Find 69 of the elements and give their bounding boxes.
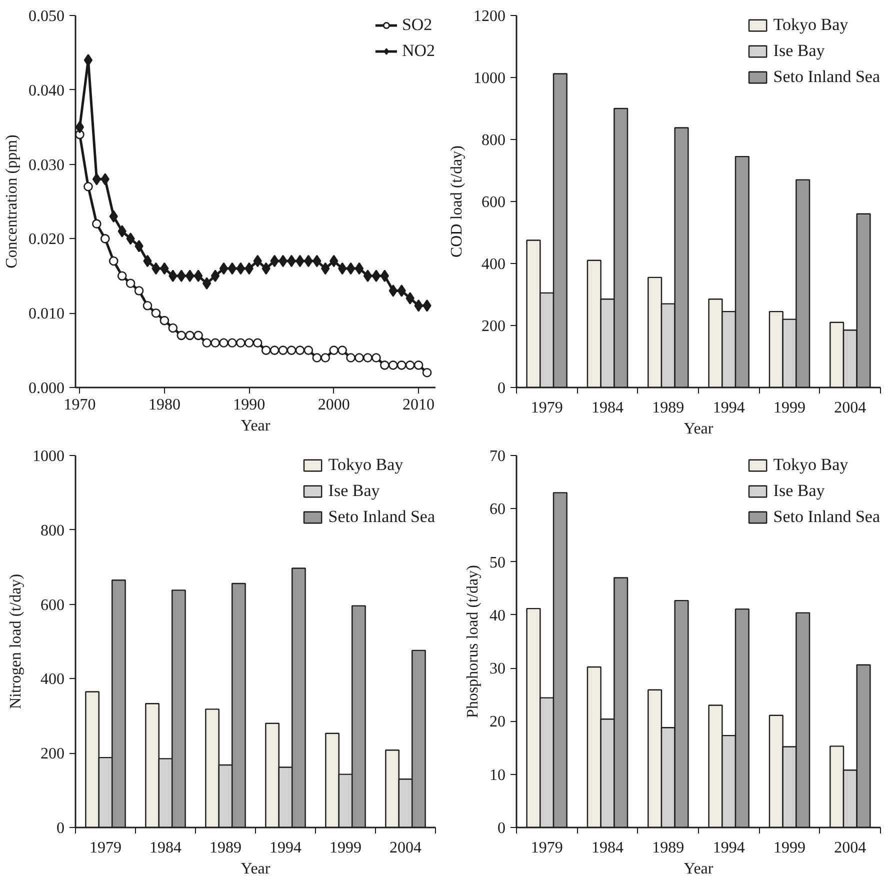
y-tick-label: 60 bbox=[490, 501, 506, 518]
y-tick-label: 30 bbox=[490, 660, 506, 678]
y-tick-label: 400 bbox=[482, 256, 506, 273]
legend-label: Tokyo Bay bbox=[773, 15, 848, 35]
x-tick-label: 1979 bbox=[530, 840, 563, 856]
legend-label: Seto Inland Sea bbox=[328, 507, 435, 527]
legend-label: NO2 bbox=[402, 41, 435, 61]
y-tick-label: 0 bbox=[498, 380, 506, 397]
y-tick-label: 0.030 bbox=[28, 156, 64, 174]
y-tick-label: 20 bbox=[490, 714, 506, 731]
x-tick-label: 1980 bbox=[148, 396, 180, 414]
y-axis-title: Nitrogen load (t/day) bbox=[8, 574, 24, 710]
x-tick-label: 2004 bbox=[834, 400, 866, 416]
x-tick-label: 1994 bbox=[712, 400, 745, 416]
x-tick-label: 1984 bbox=[150, 840, 182, 856]
x-tick-label: 2004 bbox=[390, 840, 422, 856]
legend-label: Ise Bay bbox=[773, 41, 825, 61]
y-tick-label: 1000 bbox=[32, 448, 64, 465]
legend-label: Seto Inland Sea bbox=[773, 67, 880, 87]
y-tick-label: 1000 bbox=[474, 70, 506, 87]
x-tick-label: 1970 bbox=[64, 396, 96, 414]
y-axis-title: Phosphorus load (t/day) bbox=[464, 565, 482, 718]
y-tick-label: 0.010 bbox=[28, 306, 64, 323]
legend-label: Ise Bay bbox=[773, 481, 825, 501]
y-tick-label: 800 bbox=[40, 522, 64, 540]
x-tick-label: 1994 bbox=[712, 840, 745, 856]
x-tick-label: 1990 bbox=[233, 396, 266, 414]
y-tick-label: 10 bbox=[490, 766, 506, 784]
y-tick-label: 800 bbox=[482, 132, 506, 149]
y-axis-title: Concentration (ppm) bbox=[4, 134, 20, 268]
legend-label: Tokyo Bay bbox=[773, 455, 848, 475]
y-tick-label: 0.050 bbox=[28, 8, 64, 25]
x-axis-title: Year bbox=[684, 420, 714, 438]
x-axis-title: Year bbox=[240, 418, 271, 434]
y-tick-label: 1200 bbox=[474, 8, 506, 25]
y-tick-label: 600 bbox=[482, 194, 506, 211]
x-tick-label: 1999 bbox=[330, 840, 362, 856]
legend-label: SO2 bbox=[402, 15, 432, 35]
x-tick-label: 1979 bbox=[90, 840, 122, 856]
y-tick-label: 70 bbox=[490, 448, 506, 465]
y-tick-label: 0 bbox=[56, 820, 64, 837]
y-tick-label: 50 bbox=[490, 554, 506, 572]
y-tick-label: 0 bbox=[498, 820, 506, 837]
x-tick-label: 2000 bbox=[318, 396, 350, 414]
x-tick-label: 1984 bbox=[592, 840, 624, 856]
x-tick-label: 1984 bbox=[592, 400, 624, 416]
y-tick-label: 0.020 bbox=[28, 231, 64, 248]
y-tick-label: 0.040 bbox=[28, 82, 64, 100]
legend-label: Seto Inland Sea bbox=[773, 507, 880, 527]
x-tick-label: 1979 bbox=[530, 400, 563, 416]
x-tick-label: 2004 bbox=[834, 840, 866, 856]
legend-label: Ise Bay bbox=[328, 481, 380, 501]
x-tick-label: 1989 bbox=[210, 840, 242, 856]
legend-label: Tokyo Bay bbox=[328, 455, 404, 475]
x-tick-label: 2010 bbox=[402, 396, 435, 414]
y-axis-title: COD load (t/day) bbox=[448, 146, 466, 258]
y-tick-label: 600 bbox=[40, 596, 64, 614]
x-tick-label: 1989 bbox=[652, 400, 684, 416]
x-axis-title: Year bbox=[240, 860, 271, 878]
y-tick-label: 0.000 bbox=[28, 380, 64, 397]
x-tick-label: 1994 bbox=[270, 840, 302, 856]
y-tick-label: 400 bbox=[40, 671, 64, 688]
y-tick-label: 40 bbox=[490, 607, 506, 624]
x-tick-label: 1989 bbox=[652, 840, 684, 856]
x-tick-label: 1999 bbox=[774, 400, 806, 416]
y-tick-label: 200 bbox=[40, 746, 64, 763]
x-tick-label: 1999 bbox=[774, 840, 806, 856]
y-tick-label: 200 bbox=[482, 318, 506, 335]
x-axis-title: Year bbox=[684, 860, 714, 878]
